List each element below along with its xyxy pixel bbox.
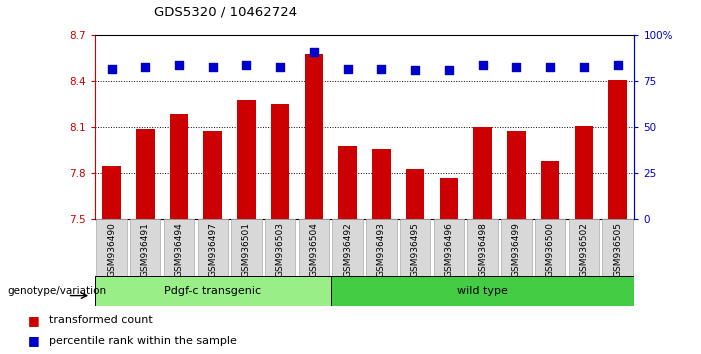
Bar xyxy=(237,100,256,219)
Point xyxy=(106,66,117,72)
Text: wild type: wild type xyxy=(457,286,508,296)
Text: GSM936491: GSM936491 xyxy=(141,222,150,277)
Point xyxy=(342,66,353,72)
Text: GSM936502: GSM936502 xyxy=(579,222,588,277)
FancyBboxPatch shape xyxy=(96,219,127,276)
Text: transformed count: transformed count xyxy=(49,315,153,325)
FancyBboxPatch shape xyxy=(265,219,295,276)
Text: GSM936490: GSM936490 xyxy=(107,222,116,277)
FancyBboxPatch shape xyxy=(299,219,329,276)
Text: genotype/variation: genotype/variation xyxy=(7,286,106,296)
FancyBboxPatch shape xyxy=(434,219,464,276)
Text: GSM936499: GSM936499 xyxy=(512,222,521,277)
Point xyxy=(409,68,421,73)
Point xyxy=(207,64,218,69)
Text: percentile rank within the sample: percentile rank within the sample xyxy=(49,336,237,346)
Text: GSM936495: GSM936495 xyxy=(411,222,420,277)
Bar xyxy=(271,104,290,219)
FancyBboxPatch shape xyxy=(535,219,565,276)
Text: GSM936496: GSM936496 xyxy=(444,222,454,277)
Point xyxy=(241,62,252,68)
Point xyxy=(578,64,590,69)
Bar xyxy=(102,166,121,219)
Bar xyxy=(170,114,189,219)
FancyBboxPatch shape xyxy=(501,219,531,276)
Text: GSM936501: GSM936501 xyxy=(242,222,251,277)
Point xyxy=(612,62,623,68)
Bar xyxy=(372,149,390,219)
Text: GSM936493: GSM936493 xyxy=(377,222,386,277)
FancyBboxPatch shape xyxy=(569,219,599,276)
Point xyxy=(173,62,184,68)
Text: GSM936503: GSM936503 xyxy=(275,222,285,277)
FancyBboxPatch shape xyxy=(331,276,634,306)
FancyBboxPatch shape xyxy=(231,219,261,276)
Bar xyxy=(406,169,424,219)
Point xyxy=(376,66,387,72)
Bar xyxy=(339,146,357,219)
Text: Pdgf-c transgenic: Pdgf-c transgenic xyxy=(164,286,261,296)
Point xyxy=(545,64,556,69)
FancyBboxPatch shape xyxy=(602,219,633,276)
FancyBboxPatch shape xyxy=(468,219,498,276)
Bar xyxy=(203,131,222,219)
Point xyxy=(275,64,286,69)
FancyBboxPatch shape xyxy=(366,219,397,276)
Text: GSM936504: GSM936504 xyxy=(309,222,318,277)
Bar xyxy=(507,131,526,219)
Point xyxy=(477,62,488,68)
FancyBboxPatch shape xyxy=(130,219,161,276)
Point xyxy=(139,64,151,69)
Text: GSM936492: GSM936492 xyxy=(343,222,352,277)
Text: ■: ■ xyxy=(28,314,40,327)
Text: GSM936497: GSM936497 xyxy=(208,222,217,277)
Bar xyxy=(473,127,492,219)
FancyBboxPatch shape xyxy=(198,219,228,276)
Text: GSM936500: GSM936500 xyxy=(545,222,554,277)
Bar xyxy=(608,80,627,219)
Text: ■: ■ xyxy=(28,334,40,347)
Point xyxy=(511,64,522,69)
FancyBboxPatch shape xyxy=(164,219,194,276)
FancyBboxPatch shape xyxy=(332,219,363,276)
Bar xyxy=(540,161,559,219)
Text: GSM936494: GSM936494 xyxy=(175,222,184,277)
FancyBboxPatch shape xyxy=(95,276,331,306)
Text: GSM936498: GSM936498 xyxy=(478,222,487,277)
Bar xyxy=(136,129,154,219)
Point xyxy=(308,49,320,55)
Point xyxy=(443,68,454,73)
Bar xyxy=(575,126,593,219)
Text: GSM936505: GSM936505 xyxy=(613,222,622,277)
Bar xyxy=(440,178,458,219)
Text: GDS5320 / 10462724: GDS5320 / 10462724 xyxy=(154,5,297,18)
Bar xyxy=(305,54,323,219)
FancyBboxPatch shape xyxy=(400,219,430,276)
